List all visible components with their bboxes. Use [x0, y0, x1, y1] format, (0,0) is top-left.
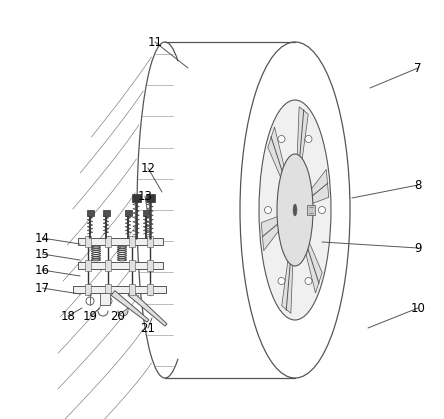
Text: 14: 14: [35, 232, 49, 245]
Polygon shape: [131, 194, 140, 202]
Ellipse shape: [318, 207, 325, 214]
Ellipse shape: [259, 100, 331, 320]
Polygon shape: [87, 210, 94, 216]
Polygon shape: [281, 248, 293, 313]
Text: 11: 11: [147, 36, 163, 49]
Ellipse shape: [265, 207, 271, 214]
Text: 15: 15: [35, 248, 49, 261]
Text: 21: 21: [140, 321, 155, 334]
Polygon shape: [147, 284, 153, 295]
Polygon shape: [129, 236, 135, 247]
Text: 13: 13: [138, 189, 152, 202]
Text: 12: 12: [140, 161, 155, 174]
Polygon shape: [303, 235, 322, 293]
Text: 20: 20: [111, 310, 126, 323]
Polygon shape: [78, 238, 163, 245]
Text: 17: 17: [35, 282, 49, 295]
Polygon shape: [78, 262, 163, 269]
Polygon shape: [308, 169, 329, 205]
Polygon shape: [85, 284, 91, 295]
Polygon shape: [307, 205, 315, 215]
Polygon shape: [128, 291, 167, 326]
Polygon shape: [129, 260, 135, 271]
Polygon shape: [105, 284, 111, 295]
Polygon shape: [103, 210, 110, 216]
Text: 16: 16: [35, 264, 49, 277]
Polygon shape: [146, 194, 155, 202]
Polygon shape: [100, 293, 110, 305]
Polygon shape: [297, 107, 308, 171]
Ellipse shape: [278, 277, 285, 285]
Text: 9: 9: [414, 241, 422, 254]
Polygon shape: [105, 236, 111, 247]
Polygon shape: [129, 284, 135, 295]
Polygon shape: [147, 236, 153, 247]
Ellipse shape: [278, 135, 285, 142]
Text: 18: 18: [60, 310, 75, 323]
Ellipse shape: [293, 204, 297, 216]
Polygon shape: [85, 260, 91, 271]
Polygon shape: [111, 291, 149, 322]
Ellipse shape: [240, 42, 350, 378]
Text: 7: 7: [414, 62, 422, 75]
Polygon shape: [124, 210, 131, 216]
Ellipse shape: [305, 135, 312, 142]
Polygon shape: [85, 236, 91, 247]
Text: 19: 19: [83, 310, 98, 323]
Polygon shape: [268, 127, 286, 185]
Polygon shape: [147, 260, 153, 271]
Polygon shape: [73, 286, 166, 293]
Ellipse shape: [305, 277, 312, 285]
Text: 8: 8: [414, 178, 422, 191]
Polygon shape: [261, 215, 282, 251]
Ellipse shape: [86, 297, 94, 305]
Polygon shape: [143, 210, 150, 216]
Ellipse shape: [104, 297, 112, 305]
Ellipse shape: [277, 154, 313, 266]
Polygon shape: [105, 260, 111, 271]
Text: 10: 10: [411, 302, 425, 315]
